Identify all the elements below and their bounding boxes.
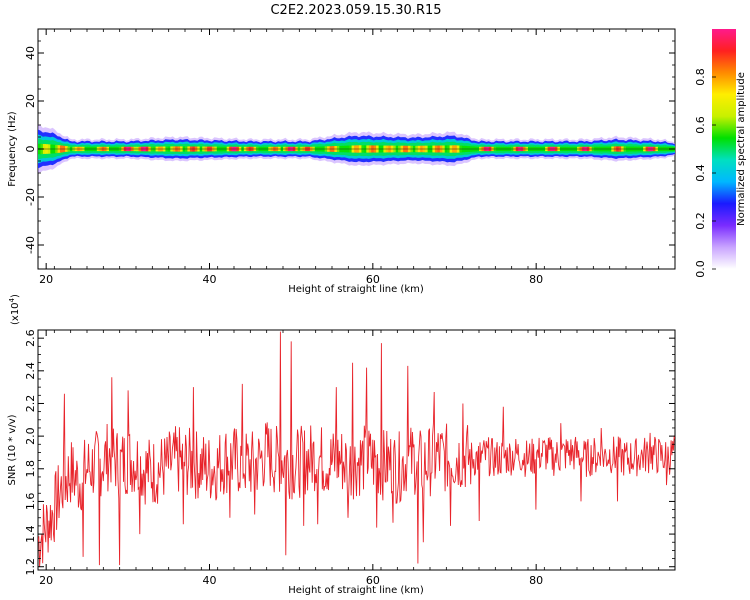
x-tick-label: 80 <box>529 574 543 587</box>
x-tick-label: 60 <box>366 574 380 587</box>
heatmap-x-label: Height of straight line (km) <box>288 284 424 295</box>
snr-axes: 20 40 60 80 1.2 1.4 1.6 1.8 2.0 2.2 2.4 2.6 <box>24 329 676 587</box>
y-tick-label: 20 <box>24 94 37 108</box>
snr-y-scale: (x104) <box>8 294 21 325</box>
y-tick-label: 1.6 <box>24 493 37 511</box>
colorbar-tick-label: 0.4 <box>694 164 707 182</box>
x-tick-label: 40 <box>203 273 217 286</box>
colorbar-tick-label: 0.2 <box>694 212 707 230</box>
colorbar-ticks: 0.0 0.2 0.4 0.6 0.8 <box>694 68 716 278</box>
snr-x-label: Height of straight line (km) <box>288 585 424 596</box>
heatmap-panel: 20 40 60 80 40 20 0 -20 -40 Height of straight l… <box>7 28 676 295</box>
snr-series-line <box>38 331 675 567</box>
y-tick-label: 0 <box>24 146 37 153</box>
snr-y-label: SNR (10 * v/v) <box>7 414 18 485</box>
figure-title: C2E2.2023.059.15.30.R15 <box>270 3 441 18</box>
y-tick-label: 2.4 <box>24 362 37 380</box>
x-tick-label: 20 <box>39 574 53 587</box>
y-tick-label: 2.0 <box>24 427 37 445</box>
y-tick-label: -20 <box>24 188 37 206</box>
heatmap-ridge <box>38 124 675 174</box>
colorbar-tick-label: 0.0 <box>694 260 707 278</box>
x-tick-label: 40 <box>203 574 217 587</box>
heatmap-axes: 20 40 60 80 40 20 0 -20 -40 <box>24 28 676 286</box>
colorbar: 0.0 0.2 0.4 0.6 0.8 Normalized spectral ampl… <box>694 29 747 278</box>
colorbar-gradient <box>712 29 736 269</box>
colorbar-tick-label: 0.6 <box>694 116 707 134</box>
y-tick-label: -40 <box>24 236 37 254</box>
y-tick-label: 1.2 <box>24 558 37 576</box>
x-tick-label: 80 <box>529 273 543 286</box>
x-tick-label: 60 <box>366 273 380 286</box>
y-tick-label: 2.6 <box>24 329 37 347</box>
x-tick-label: 20 <box>39 273 53 286</box>
y-tick-label: 2.2 <box>24 395 37 413</box>
colorbar-label: Normalized spectral amplitude <box>736 72 747 226</box>
snr-plot-area <box>37 329 676 571</box>
y-tick-label: 1.4 <box>24 525 37 543</box>
y-tick-label: 40 <box>24 46 37 60</box>
snr-panel: 20 40 60 80 1.2 1.4 1.6 1.8 2.0 2.2 2.4 2.6 Height … <box>7 294 676 596</box>
y-tick-label: 1.8 <box>24 460 37 478</box>
colorbar-tick-label: 0.8 <box>694 68 707 86</box>
heatmap-y-label: Frequency (Hz) <box>7 111 18 187</box>
